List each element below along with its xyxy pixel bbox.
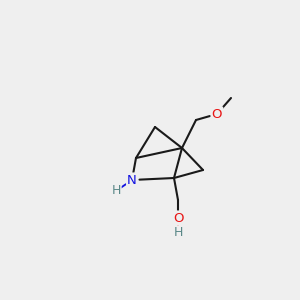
Text: H: H xyxy=(173,226,183,239)
Text: H: H xyxy=(111,184,121,197)
Text: O: O xyxy=(173,212,183,224)
Text: O: O xyxy=(212,107,222,121)
Text: N: N xyxy=(127,173,137,187)
